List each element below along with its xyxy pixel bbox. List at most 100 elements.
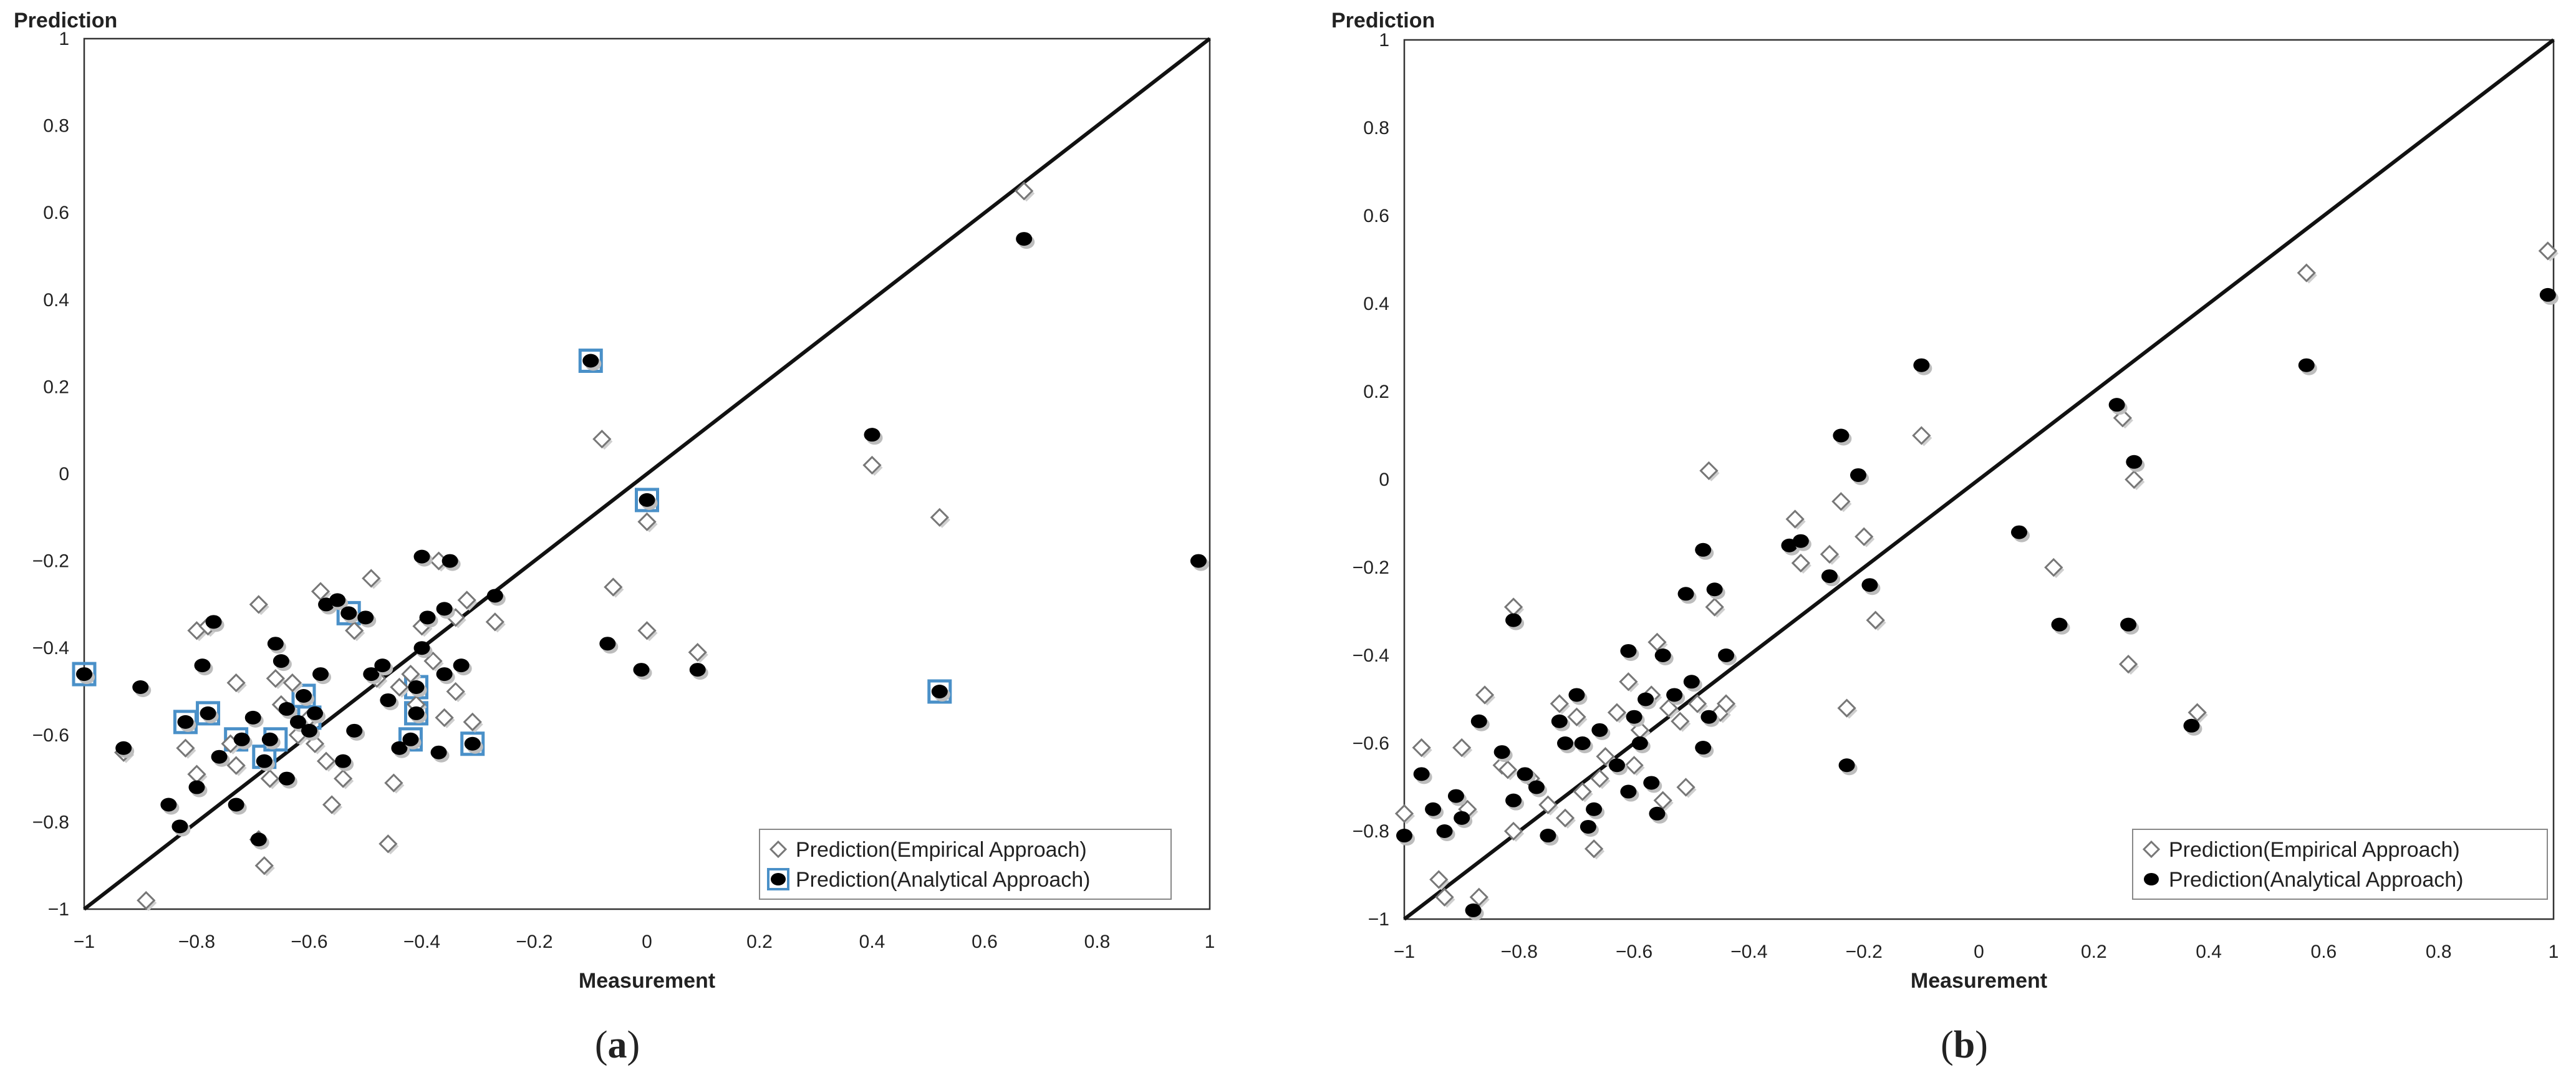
empirical-point <box>1015 181 1034 201</box>
analytical-point <box>346 723 363 738</box>
analytical-point <box>171 819 188 834</box>
x-tick-label: −0.8 <box>1501 942 1538 962</box>
x-tick-label: 0 <box>1974 942 1984 962</box>
analytical-point <box>1700 710 1717 724</box>
analytical-point <box>278 771 295 786</box>
analytical-point <box>312 667 329 682</box>
y-tick-label: 0.8 <box>1363 118 1389 138</box>
chart-panel-b: 1 0.8 0.6 0.4 0.2 0 −0.2 −0.4 −0.6 −0.8 −1−1 −0.8 −0… <box>1331 9 2559 1066</box>
analytical-point <box>402 732 419 746</box>
analytical-point <box>1505 793 1522 807</box>
analytical-point <box>436 602 453 616</box>
analytical-point <box>1517 767 1533 781</box>
empirical-point <box>1550 694 1569 713</box>
analytical-point <box>261 732 278 746</box>
empirical-point <box>1435 887 1454 907</box>
highlight-marker <box>927 679 952 704</box>
analytical-point <box>2120 617 2137 632</box>
analytical-point <box>413 549 430 564</box>
analytical-point <box>1574 736 1591 750</box>
analytical-point <box>1396 829 1412 843</box>
analytical-point <box>582 354 599 368</box>
analytical-point <box>1620 784 1637 799</box>
empirical-point <box>463 712 482 731</box>
analytical-point <box>453 658 470 673</box>
analytical-point <box>380 693 397 707</box>
y-tick-label: −0.8 <box>32 812 69 832</box>
analytical-point <box>1718 648 1735 662</box>
empirical-point <box>2297 263 2316 282</box>
empirical-point <box>1573 782 1592 801</box>
legend-label-empirical: Prediction(Empirical Approach) <box>796 838 1087 862</box>
analytical-point <box>1447 789 1464 803</box>
analytical-point <box>244 710 261 725</box>
legend-empirical-swatch <box>769 840 788 859</box>
y-tick-label: 1 <box>1379 30 1389 51</box>
analytical-point <box>374 658 391 673</box>
empirical-point <box>423 652 443 671</box>
y-tick-label: 0.4 <box>43 290 69 311</box>
y-tick-label: 0 <box>1379 470 1389 490</box>
empirical-point <box>1475 685 1495 705</box>
analytical-point <box>1551 714 1568 728</box>
x-tick-label: −0.8 <box>178 932 215 952</box>
y-tick-label: 0.6 <box>43 203 69 223</box>
analytical-point <box>1493 745 1510 759</box>
analytical-point <box>1454 811 1470 825</box>
empirical-point <box>604 577 623 597</box>
analytical-point <box>1591 723 1608 737</box>
empirical-point <box>390 677 409 697</box>
legend-highlight-swatch <box>767 868 789 890</box>
analytical-point <box>1568 688 1585 702</box>
empirical-point <box>2538 241 2557 261</box>
analytical-point <box>295 688 312 703</box>
analytical-point <box>689 663 706 677</box>
analytical-point <box>194 658 211 673</box>
empirical-point <box>592 430 612 449</box>
empirical-point <box>1624 756 1644 775</box>
empirical-point <box>1412 738 1431 758</box>
analytical-point <box>1580 819 1596 834</box>
analytical-point <box>419 610 436 625</box>
y-tick-label: 0.8 <box>43 116 69 137</box>
analytical-point <box>329 593 346 607</box>
analytical-point <box>931 685 948 698</box>
analytical-point <box>267 637 284 651</box>
analytical-point <box>2183 718 2200 733</box>
x-axis-title: Measurement <box>1911 969 2047 993</box>
empirical-point <box>176 738 195 758</box>
empirical-point <box>1855 527 1874 546</box>
y-tick-label: 0.4 <box>1363 294 1389 314</box>
x-tick-label: −0.6 <box>1616 942 1652 962</box>
empirical-point <box>1653 791 1672 810</box>
analytical-point <box>441 554 458 568</box>
analytical-point <box>76 667 92 682</box>
x-tick-label: −0.2 <box>1846 942 1883 962</box>
reference-line <box>1403 38 2555 921</box>
analytical-point <box>391 741 408 755</box>
analytical-point <box>1638 692 1654 706</box>
empirical-point <box>379 834 398 854</box>
x-tick-label: 1 <box>2549 942 2559 962</box>
empirical-point <box>2188 703 2207 722</box>
empirical-point <box>226 756 246 775</box>
analytical-point <box>599 637 616 651</box>
legend-label-analytical: Prediction(Analytical Approach) <box>796 868 1090 892</box>
analytical-point <box>1620 644 1637 658</box>
analytical-point <box>273 654 289 668</box>
empirical-point <box>1619 672 1638 692</box>
plot-frame <box>1403 39 2555 920</box>
x-tick-label: 0.2 <box>746 932 773 952</box>
legend-analytical-swatch <box>771 873 786 885</box>
empirical-point <box>282 673 302 693</box>
legend-box <box>759 829 1172 900</box>
empirical-point <box>1785 509 1805 529</box>
analytical-point <box>2539 287 2556 302</box>
analytical-point <box>436 667 453 682</box>
empirical-point <box>2118 654 2138 674</box>
empirical-point <box>1498 760 1517 779</box>
analytical-point <box>639 493 655 507</box>
x-tick-label: −0.4 <box>1730 942 1767 962</box>
analytical-point <box>200 706 216 720</box>
